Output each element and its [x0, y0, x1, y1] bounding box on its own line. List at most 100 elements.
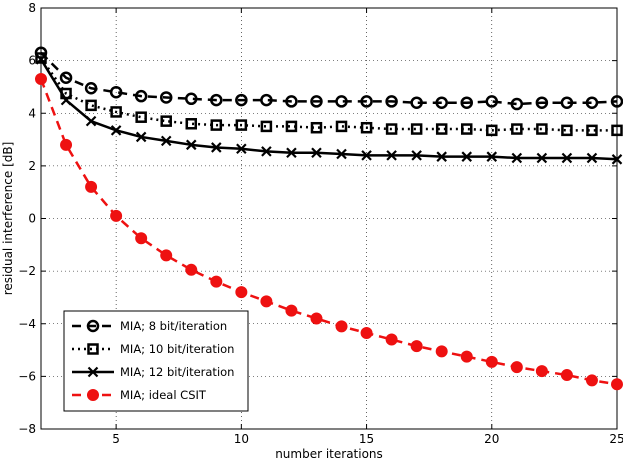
series-4-point — [360, 326, 373, 339]
series-2-point — [611, 124, 623, 137]
series-3-point — [110, 125, 122, 136]
series-3-point — [386, 150, 397, 161]
series-3-point — [135, 131, 147, 143]
series-2-point — [35, 52, 47, 64]
series-1-point — [410, 96, 423, 109]
series-1-point — [535, 96, 549, 109]
series-2 — [35, 52, 623, 137]
series-4-point — [410, 340, 423, 353]
series-1-point — [310, 95, 323, 108]
series-3-point — [511, 152, 523, 164]
series-3 — [35, 54, 623, 165]
series-1-point — [185, 92, 198, 106]
series-1-point — [59, 71, 73, 84]
series-2-point — [410, 123, 423, 135]
series-1-point — [84, 82, 98, 95]
series-2-point — [435, 123, 448, 135]
x-tick-label: 10 — [234, 432, 249, 446]
series-3-point — [561, 152, 573, 164]
series-4-point — [260, 295, 273, 308]
series-1-point — [585, 96, 599, 109]
series-1-point — [134, 89, 148, 103]
y-tick-label: 6 — [28, 54, 36, 68]
legend: MIA; 8 bit/iteration MIA; 10 bit/iteratio… — [63, 310, 249, 412]
series-2-point — [536, 123, 548, 135]
series-3-point — [85, 115, 97, 127]
series-3-point — [35, 54, 47, 65]
series-4-point — [560, 369, 573, 382]
series-4-point — [335, 320, 348, 333]
series-1-point — [460, 96, 473, 109]
series-3-point — [60, 94, 72, 106]
series-2-point — [185, 118, 198, 130]
y-tick-label: −4 — [18, 317, 36, 331]
series-4-point — [60, 138, 73, 151]
series-3-point — [611, 154, 623, 165]
series-4-point — [235, 286, 248, 299]
series-4-point — [35, 73, 47, 86]
series-2-point — [235, 119, 248, 131]
series-4-point — [310, 312, 323, 325]
series-1-point — [109, 85, 123, 99]
legend-entry-3: MIA; 12 bit/iteration — [120, 365, 234, 379]
series-3-point — [185, 139, 197, 151]
x-tick-label: 25 — [609, 432, 623, 446]
series-4-point — [460, 350, 473, 363]
legend-marker-3 — [87, 366, 99, 378]
series-4-point — [85, 180, 98, 193]
series-4-point — [110, 209, 123, 222]
x-tick-label: 5 — [112, 432, 120, 446]
series-3-point — [486, 151, 498, 162]
series-2-point — [210, 119, 223, 131]
series-2-point — [561, 124, 573, 137]
series-4 — [35, 73, 623, 391]
series-4-point — [585, 374, 598, 387]
y-tick-label: 4 — [28, 106, 36, 120]
series-2-point — [460, 123, 473, 135]
series-1-point — [435, 96, 448, 109]
series-2-point — [160, 115, 172, 127]
series-4-point — [611, 378, 623, 391]
series-2-point — [85, 99, 97, 112]
series-1-point — [560, 96, 574, 109]
y-tick-label: 8 — [28, 1, 36, 15]
series-layer — [34, 46, 623, 391]
series-3-point — [261, 146, 272, 157]
legend-marker-1 — [86, 319, 100, 333]
series-1-point — [159, 91, 173, 104]
series-3-point — [461, 151, 473, 162]
series-4-point — [535, 365, 548, 378]
series-2-point — [385, 123, 398, 135]
series-2-point — [285, 120, 298, 133]
y-tick-label: −6 — [18, 369, 36, 383]
series-4-point — [285, 304, 298, 317]
axis-ticks: 5 10 15 20 25 −8 −6 −4 −2 0 2 4 6 8 — [18, 1, 623, 446]
series-3-point — [311, 147, 322, 158]
series-2-point — [586, 124, 598, 137]
series-1-point — [610, 95, 623, 108]
series-1-point — [360, 95, 373, 108]
series-3-point — [211, 142, 222, 153]
legend-entry-4: MIA; ideal CSIT — [120, 388, 207, 402]
y-tick-label: −8 — [18, 422, 36, 436]
x-axis-label: number iterations — [275, 447, 383, 461]
x-tick-label: 15 — [359, 432, 374, 446]
series-3-point — [236, 143, 247, 155]
series-1-point — [235, 93, 248, 107]
x-tick-label: 20 — [484, 432, 499, 446]
series-4-point — [160, 249, 173, 262]
series-4-point — [185, 263, 198, 276]
series-2-point — [110, 106, 122, 118]
legend-marker-4 — [87, 389, 99, 401]
series-3-point — [286, 147, 297, 158]
series-1-point — [210, 93, 223, 107]
series-1-point — [385, 95, 398, 108]
series-3-point — [411, 150, 422, 161]
series-2-point — [310, 121, 323, 134]
legend-marker-2 — [87, 343, 99, 355]
series-3-point — [336, 148, 347, 160]
series-4-point — [485, 355, 498, 368]
legend-entry-2: MIA; 10 bit/iteration — [120, 342, 234, 356]
series-1-point — [510, 97, 524, 111]
